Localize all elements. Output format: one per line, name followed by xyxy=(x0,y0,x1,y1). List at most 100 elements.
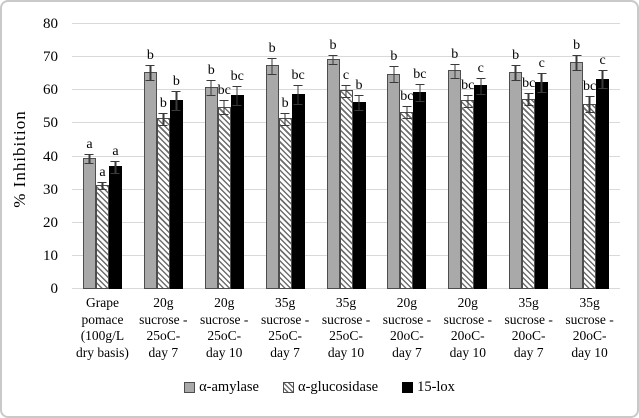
error-bar-stem xyxy=(149,65,152,81)
error-bar xyxy=(537,73,547,93)
error-bar xyxy=(450,63,460,79)
error-bar-stem xyxy=(88,155,91,164)
significance-letter: c xyxy=(477,61,484,76)
error-bar xyxy=(171,91,181,112)
significance-letter: b xyxy=(329,37,337,53)
error-bar xyxy=(206,80,216,96)
error-bar-stem xyxy=(419,84,421,102)
bar-group: b bc bc xyxy=(194,24,255,289)
error-bar xyxy=(84,154,94,165)
error-bar-stem xyxy=(480,79,482,94)
error-bar-stem xyxy=(454,64,456,78)
error-bar xyxy=(328,54,338,65)
significance-letter: bc xyxy=(413,66,427,82)
error-bar-stem xyxy=(540,74,543,92)
significance-letter: b xyxy=(172,74,180,90)
error-bar-stem xyxy=(514,66,517,80)
legend-swatch-icon xyxy=(184,382,196,393)
bar-group: b b bc xyxy=(255,24,316,289)
y-tick-label: 60 xyxy=(43,82,58,99)
error-bar-stem xyxy=(345,85,347,97)
y-axis-tick-labels: 0 10 20 30 40 50 60 70 80 xyxy=(2,2,64,416)
category-label: 20g sucrose - 20oC- day 10 xyxy=(443,295,492,360)
bar-hatch: b xyxy=(156,96,170,289)
significance-letter: a xyxy=(86,137,93,153)
error-bar-stem xyxy=(332,55,334,64)
legend-item: α-amylase xyxy=(184,379,259,396)
y-tick-label: 30 xyxy=(43,181,58,198)
bar-gray: b xyxy=(570,38,584,289)
error-bar-stem xyxy=(575,55,578,71)
significance-letter: a xyxy=(112,143,119,159)
significance-letter: b xyxy=(159,95,167,111)
bar-black: c xyxy=(474,62,488,289)
legend-label: α-glucosidase xyxy=(298,379,379,395)
error-bar xyxy=(354,94,364,112)
bar-hatch: bc xyxy=(218,84,231,289)
bar-hatch: bc xyxy=(461,78,474,289)
significance-letter: bc xyxy=(582,79,597,95)
error-bar-stem xyxy=(284,113,286,126)
error-bar-stem xyxy=(601,71,604,88)
error-bar xyxy=(110,160,120,175)
bar-hatch: bc xyxy=(522,76,535,289)
significance-letter: b xyxy=(281,95,289,111)
error-bar xyxy=(219,100,229,116)
error-bar-stem xyxy=(527,93,530,106)
category-label: 35g sucrose - 25oC- day 7 xyxy=(260,295,310,360)
bar-hatch: b xyxy=(278,96,292,289)
error-bar xyxy=(293,84,303,105)
gridline xyxy=(72,56,620,58)
legend-swatch-icon xyxy=(283,382,294,393)
error-bar-stem xyxy=(114,161,117,174)
plot-area: a a a b b b b bc bc b b bc b c b b bc bc b bc c b bc c b bc c xyxy=(72,23,620,289)
bar-gray: b xyxy=(204,64,218,289)
bar-gray: b xyxy=(448,47,462,289)
bar-black: bc xyxy=(413,67,427,289)
bar-black: c xyxy=(535,57,549,289)
category-label: 35g sucrose - 25oC- day 10 xyxy=(321,295,371,360)
error-bar xyxy=(145,64,155,82)
significance-letter: c xyxy=(342,67,350,83)
error-bar xyxy=(524,92,534,107)
significance-letter: b xyxy=(355,77,363,93)
bar-hatch: a xyxy=(95,165,109,289)
bar-black: bc xyxy=(231,70,244,289)
error-bar xyxy=(158,112,168,127)
bar-gray: b xyxy=(326,38,340,289)
bar-hatch: bc xyxy=(583,80,596,289)
y-tick-label: 10 xyxy=(43,247,58,264)
y-tick-label: 70 xyxy=(43,49,58,66)
error-bar-stem xyxy=(393,67,395,82)
bar-black: a xyxy=(108,144,122,289)
significance-letter: c xyxy=(538,56,545,72)
bar-group: b bc c xyxy=(498,24,559,289)
significance-letter: bc xyxy=(217,83,231,99)
bar-hatch: bc xyxy=(400,90,414,289)
legend-swatch-icon xyxy=(402,382,414,393)
y-tick-label: 50 xyxy=(43,115,58,132)
category-label: 20g sucrose - 20oC- day 7 xyxy=(382,295,432,360)
category-label: 20g sucrose - 25oC- day 10 xyxy=(200,295,249,360)
bar-groups: a a a b b b b bc bc b b bc b c b b bc bc b bc c b bc c b bc c xyxy=(72,24,620,289)
bar-black: c xyxy=(596,54,610,289)
error-bar xyxy=(97,181,107,190)
category-label: 35g sucrose - 20oC- day 10 xyxy=(565,295,614,360)
error-bar xyxy=(585,96,595,113)
error-bar xyxy=(402,106,412,120)
error-bar-stem xyxy=(297,85,299,104)
legend: α-amylase α-glucosidase 15-lox xyxy=(2,379,637,396)
legend-label: α-amylase xyxy=(199,379,259,395)
gridline xyxy=(72,23,620,24)
significance-letter: b xyxy=(512,48,520,64)
legend-item: α-glucosidase xyxy=(283,379,378,396)
bar-black: b xyxy=(169,75,183,289)
category-label: 35g sucrose - 20oC- day 7 xyxy=(504,295,553,360)
error-bar-stem xyxy=(467,95,469,107)
error-bar xyxy=(476,78,486,95)
legend-item: 15-lox xyxy=(402,379,455,396)
